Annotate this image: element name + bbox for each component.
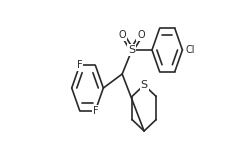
Text: S: S (141, 80, 148, 90)
Text: S: S (128, 45, 135, 55)
Text: Cl: Cl (185, 45, 195, 55)
Text: O: O (119, 30, 127, 40)
Text: O: O (137, 30, 145, 40)
Text: F: F (77, 60, 82, 70)
Text: F: F (93, 105, 98, 115)
